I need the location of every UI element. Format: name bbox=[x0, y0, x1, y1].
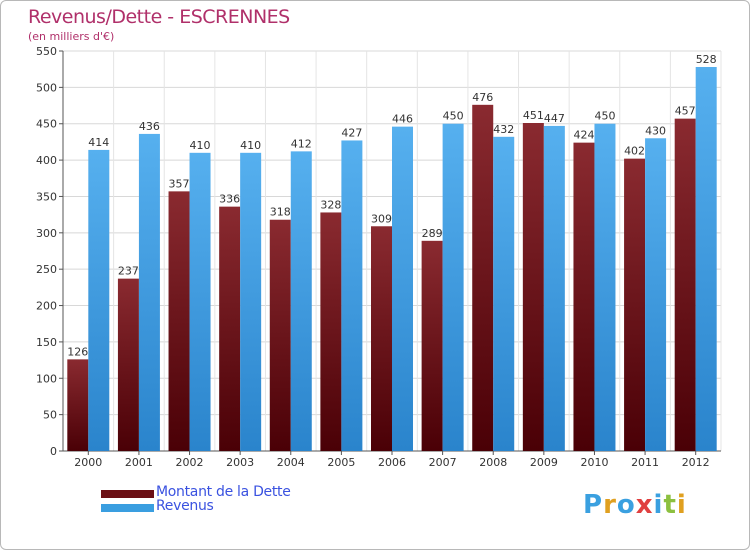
bar-dette bbox=[421, 240, 443, 451]
data-labels: 126 414 237 436 357 410 336 410 318 412 328 427 309 4… bbox=[67, 53, 716, 358]
legend-swatch-dette bbox=[101, 490, 154, 498]
y-tick-label: 100 bbox=[36, 372, 57, 385]
bar-dette bbox=[371, 226, 392, 451]
bar-revenus bbox=[290, 151, 312, 451]
data-label-dette: 336 bbox=[219, 193, 240, 206]
data-label-revenus: 528 bbox=[696, 53, 717, 66]
data-label-revenus: 450 bbox=[594, 110, 615, 123]
x-tick-label: 2006 bbox=[378, 456, 406, 469]
data-label-revenus: 427 bbox=[341, 126, 362, 139]
proxiti-logo: Proxiti bbox=[583, 490, 687, 520]
bar-dette bbox=[168, 191, 190, 451]
logo-letter: t bbox=[663, 490, 677, 520]
x-tick-label: 2005 bbox=[327, 456, 355, 469]
data-label-dette: 424 bbox=[573, 129, 594, 142]
bar-revenus bbox=[493, 136, 515, 451]
data-label-revenus: 414 bbox=[88, 136, 109, 149]
bar-revenus bbox=[341, 140, 363, 452]
data-label-revenus: 450 bbox=[443, 110, 464, 123]
bar-revenus bbox=[138, 133, 160, 451]
data-label-dette: 237 bbox=[118, 265, 139, 278]
data-label-dette: 357 bbox=[169, 177, 190, 190]
chart-title: Revenus/Dette - ESCRENNES bbox=[28, 6, 290, 28]
y-tick-label: 200 bbox=[36, 300, 57, 313]
y-tick-label: 450 bbox=[36, 118, 57, 131]
data-label-dette: 309 bbox=[371, 212, 392, 225]
y-tick-label: 550 bbox=[36, 45, 57, 58]
x-tick-label: 2000 bbox=[74, 456, 102, 469]
logo-letter: i bbox=[676, 490, 687, 520]
bar-revenus bbox=[189, 152, 211, 451]
y-tick-label: 250 bbox=[36, 263, 57, 276]
data-label-dette: 126 bbox=[67, 345, 88, 358]
bar-revenus bbox=[88, 149, 110, 451]
logo-letter: P bbox=[583, 490, 604, 520]
x-tick-label: 2010 bbox=[580, 456, 608, 469]
bar-revenus bbox=[442, 123, 464, 452]
data-label-revenus: 446 bbox=[392, 113, 413, 126]
bar-revenus bbox=[543, 125, 565, 451]
logo-letter: o bbox=[616, 490, 636, 520]
x-tick-label: 2003 bbox=[226, 456, 254, 469]
legend-swatch-revenus bbox=[101, 504, 154, 512]
legend-label-revenus: Revenus bbox=[156, 498, 214, 514]
bar-revenus bbox=[645, 138, 667, 452]
legend-label-dette: Montant de la Dette bbox=[156, 484, 291, 500]
logo-letter: r bbox=[603, 490, 617, 520]
bar-dette bbox=[219, 206, 241, 451]
data-label-revenus: 430 bbox=[645, 124, 666, 137]
bar-dette bbox=[117, 278, 139, 451]
data-label-dette: 457 bbox=[675, 105, 696, 118]
x-tick-label: 2008 bbox=[479, 456, 507, 469]
bar-dette bbox=[269, 219, 291, 451]
bar-dette bbox=[67, 359, 89, 451]
bars bbox=[67, 67, 717, 452]
y-tick-label: 350 bbox=[36, 190, 57, 203]
data-label-dette: 289 bbox=[422, 227, 443, 240]
bar-dette bbox=[472, 104, 494, 452]
y-tick-label: 300 bbox=[36, 227, 57, 240]
data-label-revenus: 410 bbox=[190, 139, 211, 152]
data-label-dette: 318 bbox=[270, 206, 291, 219]
x-tick-label: 2007 bbox=[429, 456, 457, 469]
logo-letter: i bbox=[653, 490, 664, 520]
x-tick-label: 2004 bbox=[277, 456, 305, 469]
data-label-revenus: 432 bbox=[493, 123, 514, 136]
x-tick-label: 2001 bbox=[125, 456, 153, 469]
data-label-dette: 451 bbox=[523, 109, 544, 122]
x-tick-label: 2011 bbox=[631, 456, 659, 469]
y-tick-label: 400 bbox=[36, 154, 57, 167]
x-tick-label: 2012 bbox=[682, 456, 710, 469]
y-tick-label: 50 bbox=[43, 409, 57, 422]
y-tick-label: 150 bbox=[36, 336, 57, 349]
bar-revenus bbox=[240, 152, 262, 451]
chart-subtitle: (en milliers d'€) bbox=[28, 30, 115, 43]
x-tick-label: 2009 bbox=[530, 456, 558, 469]
data-label-revenus: 436 bbox=[139, 120, 160, 133]
y-tick-label: 500 bbox=[36, 81, 57, 94]
bar-dette bbox=[624, 158, 646, 452]
data-label-revenus: 447 bbox=[544, 112, 565, 125]
bar-revenus bbox=[392, 126, 413, 452]
logo-letter: x bbox=[635, 490, 654, 520]
data-label-dette: 476 bbox=[472, 91, 493, 104]
data-label-revenus: 412 bbox=[291, 137, 312, 150]
x-tick-label: 2002 bbox=[176, 456, 204, 469]
bar-dette bbox=[573, 142, 595, 452]
bar-dette bbox=[320, 212, 342, 451]
axes: 0 50 100 150 200 250 300 350 400 450 500 550 2000 200… bbox=[36, 45, 721, 469]
data-label-dette: 402 bbox=[624, 145, 645, 158]
bar-dette bbox=[674, 118, 696, 452]
bar-revenus bbox=[594, 123, 616, 452]
data-label-dette: 328 bbox=[320, 198, 341, 211]
bar-revenus bbox=[695, 67, 717, 451]
y-tick-label: 0 bbox=[50, 445, 57, 458]
bar-dette bbox=[522, 123, 544, 451]
data-label-revenus: 410 bbox=[240, 139, 261, 152]
